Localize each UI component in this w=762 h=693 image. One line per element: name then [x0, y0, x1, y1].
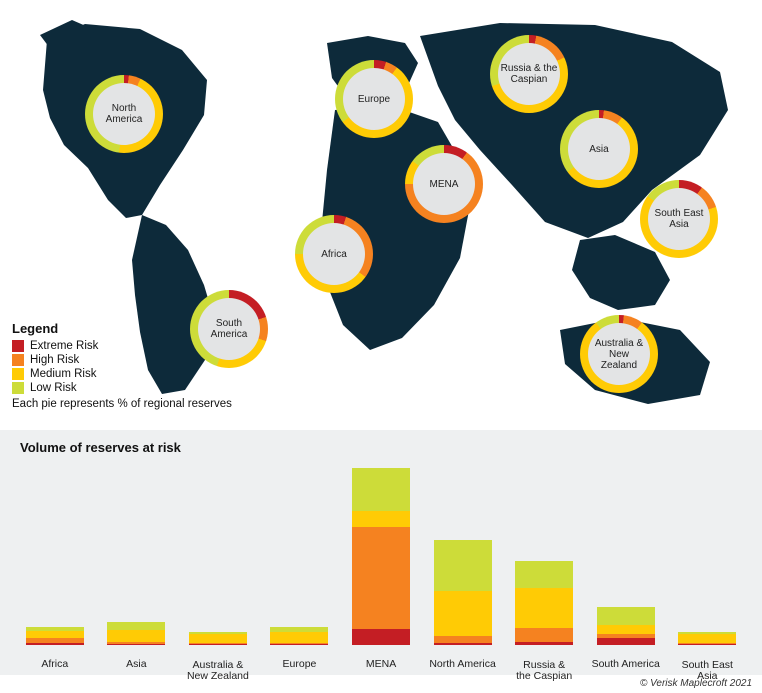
- legend-swatch-low: [12, 382, 24, 394]
- bar-slot: North America: [422, 464, 504, 645]
- bar-asia: [107, 622, 165, 645]
- map-panel: North AmericaEuropeRussia & the CaspianA…: [0, 0, 762, 430]
- bar-slot: Russia &the Caspian: [503, 464, 585, 645]
- legend-label: Medium Risk: [30, 368, 96, 380]
- legend-row-extreme: Extreme Risk: [12, 340, 232, 352]
- donut-hole: [498, 43, 560, 105]
- bar-segment-low: [434, 540, 492, 591]
- bar-label: Russia &the Caspian: [503, 660, 585, 683]
- legend-row-low: Low Risk: [12, 382, 232, 394]
- bar-label: North America: [422, 659, 504, 671]
- bar-segment-extreme: [352, 629, 410, 645]
- bar-label: Africa: [14, 659, 96, 671]
- bar-label: MENA: [340, 659, 422, 671]
- bar-segment-medium: [352, 511, 410, 527]
- donut-hole: [588, 323, 650, 385]
- bar-segment-medium: [189, 634, 247, 643]
- chart-title: Volume of reserves at risk: [20, 440, 181, 455]
- donut-africa: Africa: [295, 215, 373, 293]
- bar-segment-low: [352, 468, 410, 511]
- bar-segment-medium: [515, 588, 573, 628]
- bar-segment-extreme: [678, 644, 736, 645]
- donut-asia: Asia: [560, 110, 638, 188]
- legend-row-medium: Medium Risk: [12, 368, 232, 380]
- legend-label: Extreme Risk: [30, 340, 98, 352]
- bar-segment-extreme: [434, 643, 492, 645]
- bar-segment-high: [515, 628, 573, 642]
- bar-russia-the-caspian: [515, 561, 573, 645]
- donut-hole: [303, 223, 365, 285]
- bar-europe: [270, 627, 328, 645]
- bar-australia-new-zealand: [189, 632, 247, 645]
- donut-hole: [413, 153, 475, 215]
- donut-australia-new-zealand: Australia & New Zealand: [580, 315, 658, 393]
- bar-south-east-asia: [678, 632, 736, 645]
- legend-swatch-medium: [12, 368, 24, 380]
- bar-segment-extreme: [189, 644, 247, 645]
- donut-north-america: North America: [85, 75, 163, 153]
- donut-hole: [648, 188, 710, 250]
- bar-segment-medium: [26, 631, 84, 638]
- bar-segment-medium: [270, 632, 328, 643]
- legend-note: Each pie represents % of regional reserv…: [12, 398, 232, 410]
- bar-slot: South America: [585, 464, 667, 645]
- copyright-text: © Verisk Maplecroft 2021: [640, 678, 752, 689]
- donut-south-east-asia: South East Asia: [640, 180, 718, 258]
- donut-hole: [568, 118, 630, 180]
- bar-label: Asia: [96, 659, 178, 671]
- donut-russia-the-caspian: Russia & the Caspian: [490, 35, 568, 113]
- bar-segment-high: [434, 636, 492, 643]
- bar-segment-medium: [107, 630, 165, 643]
- bar-label: Australia &New Zealand: [177, 660, 259, 683]
- bar-segment-medium: [597, 625, 655, 634]
- bar-segment-high: [352, 527, 410, 628]
- bar-slot: South EastAsia: [667, 464, 749, 645]
- bar-mena: [352, 468, 410, 645]
- bar-slot: Africa: [14, 464, 96, 645]
- bar-segment-medium: [434, 591, 492, 636]
- bar-slot: Europe: [259, 464, 341, 645]
- legend-row-high: High Risk: [12, 354, 232, 366]
- legend: Legend Extreme Risk High Risk Medium Risk L…: [12, 321, 232, 410]
- bar-segment-extreme: [270, 644, 328, 645]
- bar-segment-low: [107, 622, 165, 629]
- legend-swatch-high: [12, 354, 24, 366]
- bar-segment-extreme: [515, 642, 573, 645]
- bar-segment-extreme: [26, 643, 84, 645]
- legend-title: Legend: [12, 321, 232, 336]
- bar-segment-low: [597, 607, 655, 625]
- bar-label: South America: [585, 659, 667, 671]
- bar-north-america: [434, 540, 492, 645]
- bar-segment-extreme: [107, 644, 165, 645]
- bar-segment-medium: [678, 634, 736, 643]
- bar-slot: Australia &New Zealand: [177, 464, 259, 645]
- bar-segment-extreme: [597, 638, 655, 645]
- bars-container: AfricaAsiaAustralia &New ZealandEuropeME…: [14, 464, 748, 645]
- bar-label: Europe: [259, 659, 341, 671]
- bar-africa: [26, 627, 84, 645]
- donut-hole: [93, 83, 155, 145]
- bar-south-america: [597, 607, 655, 645]
- bar-slot: Asia: [96, 464, 178, 645]
- bar-slot: MENA: [340, 464, 422, 645]
- legend-label: High Risk: [30, 354, 79, 366]
- legend-swatch-extreme: [12, 340, 24, 352]
- donut-mena: MENA: [405, 145, 483, 223]
- infographic-container: North AmericaEuropeRussia & the CaspianA…: [0, 0, 762, 693]
- donut-hole: [343, 68, 405, 130]
- legend-label: Low Risk: [30, 382, 77, 394]
- donut-europe: Europe: [335, 60, 413, 138]
- bar-chart-panel: Volume of reserves at risk AfricaAsiaAus…: [0, 430, 762, 675]
- bar-segment-low: [515, 561, 573, 588]
